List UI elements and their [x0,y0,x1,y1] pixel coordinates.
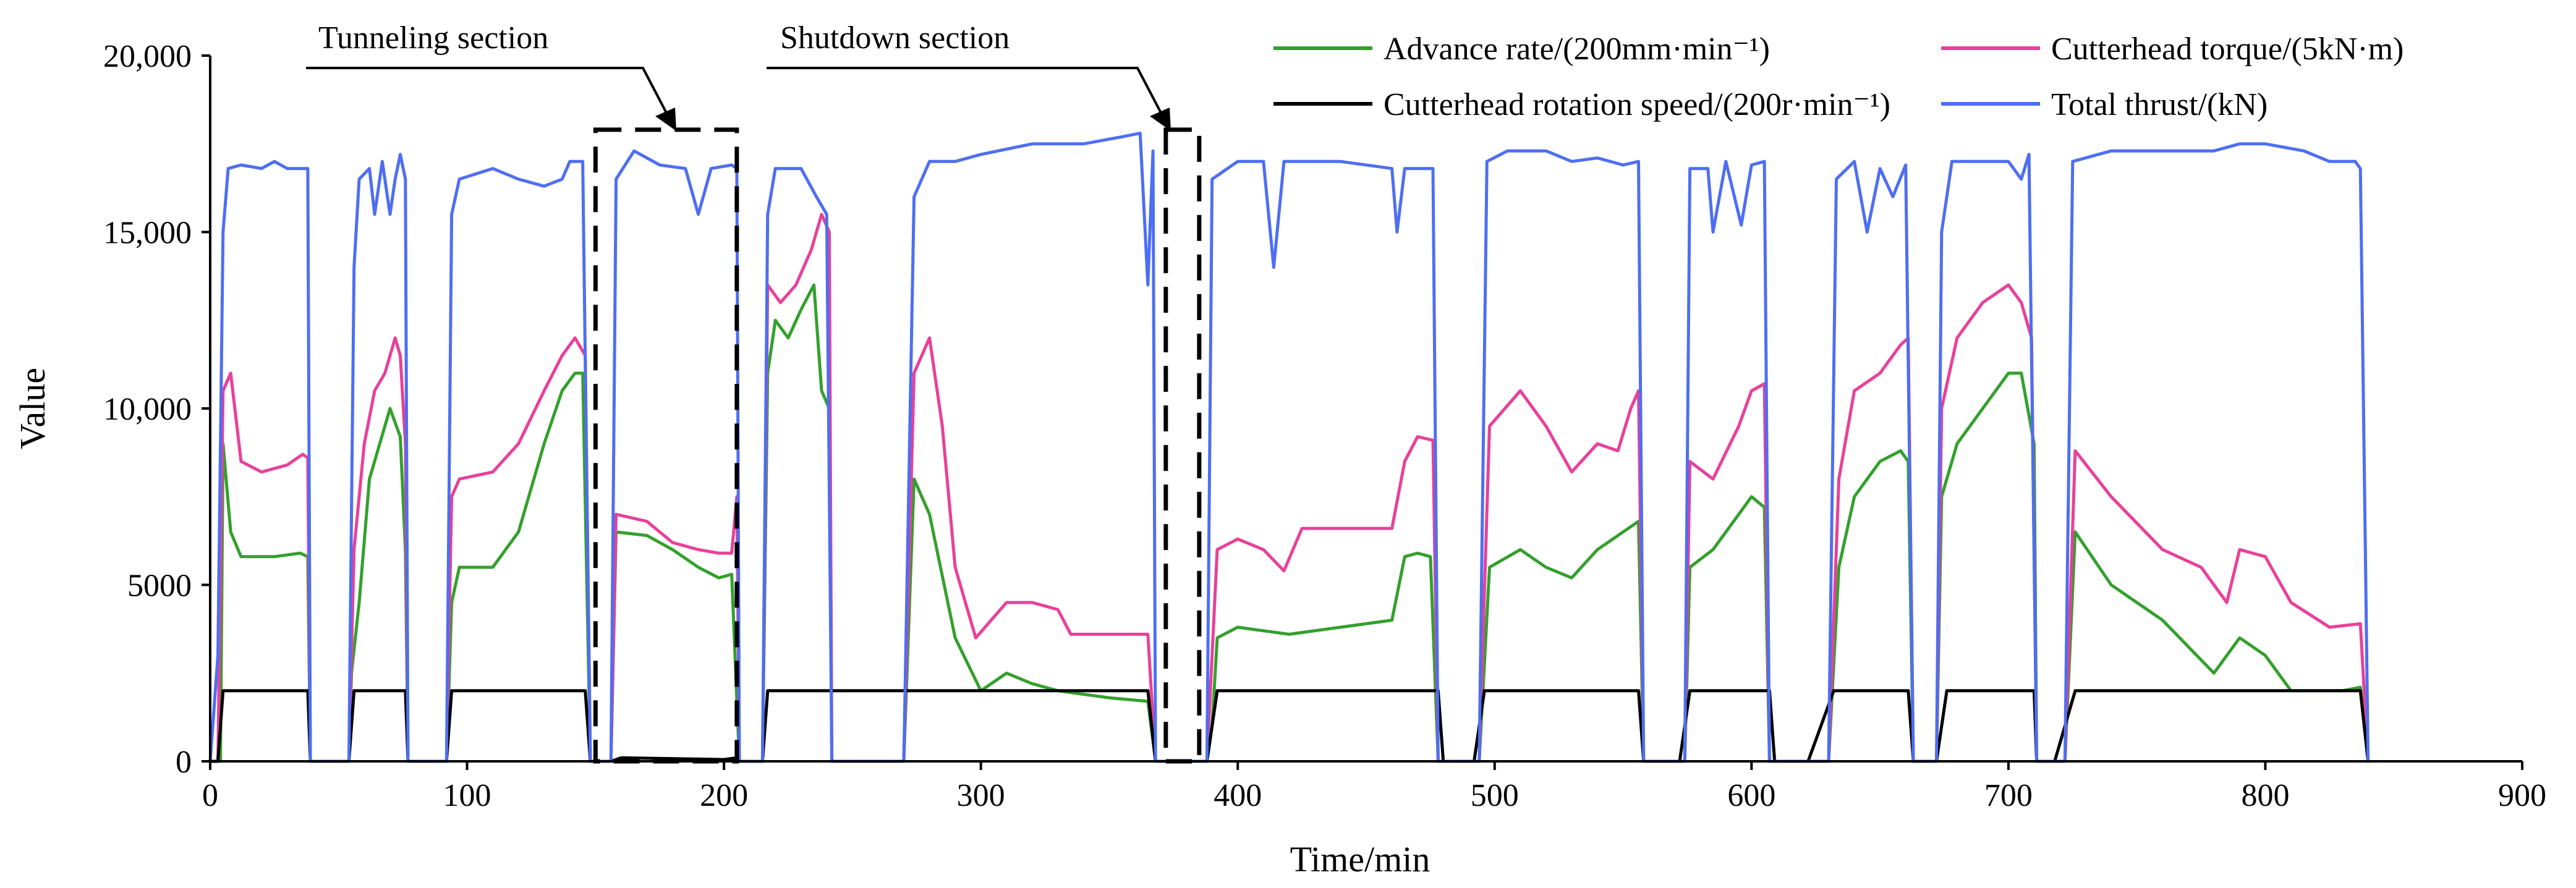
x-tick-label: 700 [1984,778,2033,813]
x-tick-label: 600 [1727,778,1775,813]
annotation-leader-0 [306,67,672,122]
annotation-tunneling-label: Tunneling section [318,20,548,56]
legend-label-advance-rate: Advance rate/(200mm·min⁻¹) [1384,32,1770,67]
x-tick-label: 400 [1214,778,1262,813]
annotation-leader-1 [767,67,1167,122]
y-tick-label: 10,000 [103,392,192,427]
y-axis-title: Value [12,368,53,449]
legend-label-total-thrust: Total thrust/(kN) [2051,87,2268,122]
y-tick-label: 20,000 [103,39,192,74]
x-tick-label: 100 [443,778,491,813]
legend: Advance rate/(200mm·min⁻¹) Cutterhead to… [1273,32,2404,122]
x-tick-label: 0 [202,778,218,813]
annotation-arrowhead-0 [655,108,676,131]
y-tick-label: 0 [176,745,192,780]
annotation-shutdown-label: Shutdown section [780,20,1010,56]
axes: Time/min Value 0 100 200 300 400 500 600 700 800… [12,39,2546,879]
x-tick-label: 900 [2498,778,2546,813]
x-tick-label: 200 [700,778,748,813]
x-axis-title: Time/min [1290,839,1430,879]
annotation-arrowhead-1 [1150,108,1171,131]
legend-label-rotation-speed: Cutterhead rotation speed/(200r·min⁻¹) [1384,87,1890,122]
annotations: Tunneling section Shutdown section [306,20,1202,764]
x-tick-label: 300 [957,778,1005,813]
y-tick-label: 15,000 [103,216,192,251]
x-tick-label: 500 [1471,778,1519,813]
x-tick-label: 800 [2241,778,2289,813]
legend-label-cutterhead-torque: Cutterhead torque/(5kN·m) [2051,32,2404,67]
y-tick-label: 5000 [127,569,192,604]
